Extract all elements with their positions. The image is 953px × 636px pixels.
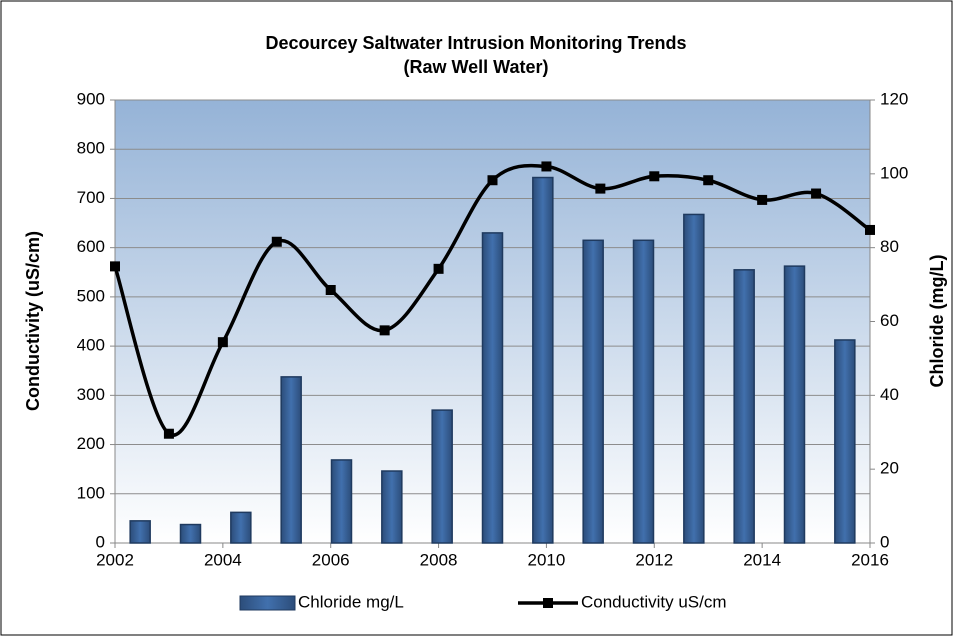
bar [431,409,453,544]
marker [325,284,336,295]
legend-swatch [543,598,553,608]
bar [683,213,705,544]
y-tick-label: 600 [77,237,105,256]
marker [163,428,174,439]
y2-tick-label: 60 [880,311,899,330]
marker [649,171,660,182]
x-tick-label: 2006 [312,550,350,569]
legend-swatch [239,595,296,611]
marker [541,161,552,172]
y-tick-label: 700 [77,188,105,207]
y2-tick-label: 20 [880,459,899,478]
marker [757,194,768,205]
y2-tick-label: 120 [880,89,908,108]
y2-tick-label: 100 [880,163,908,182]
y2-tick-label: 0 [880,532,889,551]
x-tick-label: 2004 [204,550,242,569]
chart-subtitle: (Raw Well Water) [403,57,548,77]
marker [379,325,390,336]
y-tick-label: 300 [77,385,105,404]
chart-title: Decourcey Saltwater Intrusion Monitoring… [265,33,686,53]
legend-label: Conductivity uS/cm [581,592,727,611]
marker [487,175,498,186]
bar [582,239,604,544]
bar [532,176,554,544]
bar [733,269,755,544]
y-tick-label: 0 [96,532,105,551]
bar [179,523,202,544]
marker [811,188,822,199]
marker [217,337,228,348]
marker [865,224,875,235]
bar [481,232,504,544]
x-tick-label: 2010 [528,550,566,569]
x-tick-label: 2012 [635,550,673,569]
y2-tick-label: 80 [880,237,899,256]
y-tick-label: 500 [77,286,105,305]
bar [834,339,856,544]
x-tick-label: 2008 [420,550,458,569]
y-tick-label: 800 [77,139,105,158]
bar [381,470,403,544]
y-tick-label: 100 [77,483,105,502]
legend-label: Chloride mg/L [298,592,404,611]
marker [703,175,714,186]
line [113,163,872,437]
x-tick-label: 2014 [743,550,781,569]
y-tick-label: 900 [77,89,105,108]
bar [330,459,353,544]
bar [783,265,806,544]
marker [595,183,606,194]
bar [280,376,302,544]
marker [110,261,120,272]
marker [433,263,444,274]
y-axis-label: Conductivity (uS/cm) [23,231,43,411]
y-tick-label: 400 [77,336,105,355]
y2-tick-label: 40 [880,385,899,404]
x-tick-label: 2016 [851,550,889,569]
y2-axis-label: Chloride (mg/L) [927,255,947,388]
bar [129,520,151,544]
bar [632,239,655,544]
marker [271,236,282,247]
bar [230,511,252,544]
x-tick-label: 2002 [96,550,134,569]
y-tick-label: 200 [77,434,105,453]
